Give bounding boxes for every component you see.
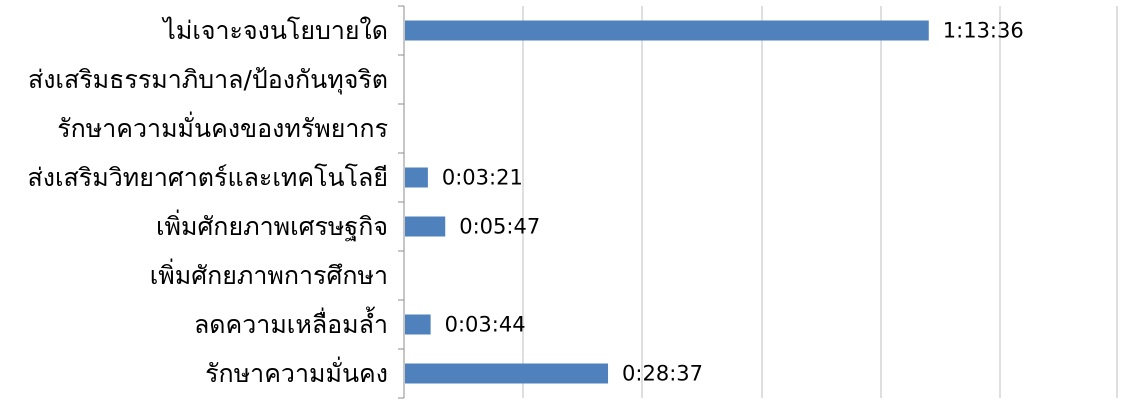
data-label: 0:05:47 [459, 215, 540, 239]
category-labels: ไม่เจาะจงนโยบายใดส่งเสริมธรรมาภิบาล/ป้อง… [28, 16, 388, 388]
category-label: ลดความเหลื่อมล้ำ [194, 306, 388, 339]
bar [405, 363, 609, 384]
data-label: 0:03:44 [445, 313, 526, 337]
data-label: 1:13:36 [943, 19, 1024, 43]
bar [405, 314, 431, 335]
category-label: รักษาความมั่นคง [205, 356, 388, 388]
category-label: ส่งเสริมธรรมาภิบาล/ป้องกันทุจริต [28, 65, 388, 95]
category-label: เพิ่มศักยภาพการศึกษา [150, 258, 388, 290]
bar [405, 167, 428, 188]
category-axis [398, 5, 405, 399]
category-label: ส่งเสริมวิทยาศาตร์และเทคโนโลยี [28, 163, 388, 192]
data-labels: 1:13:36 0:03:21 0:05:47 0:03:44 0:28:37 [442, 19, 1024, 386]
category-label: เพิ่มศักยภาพเศรษฐกิจ [156, 209, 388, 241]
bar [405, 20, 929, 41]
category-label: ไม่เจาะจงนโยบายใด [161, 16, 388, 45]
bars [405, 20, 929, 384]
data-label: 0:03:21 [442, 166, 523, 190]
gridlines [522, 6, 1118, 398]
bar [405, 216, 446, 237]
category-label: รักษาความมั่นคงของทรัพยากร [57, 111, 388, 143]
data-label: 0:28:37 [622, 362, 703, 386]
